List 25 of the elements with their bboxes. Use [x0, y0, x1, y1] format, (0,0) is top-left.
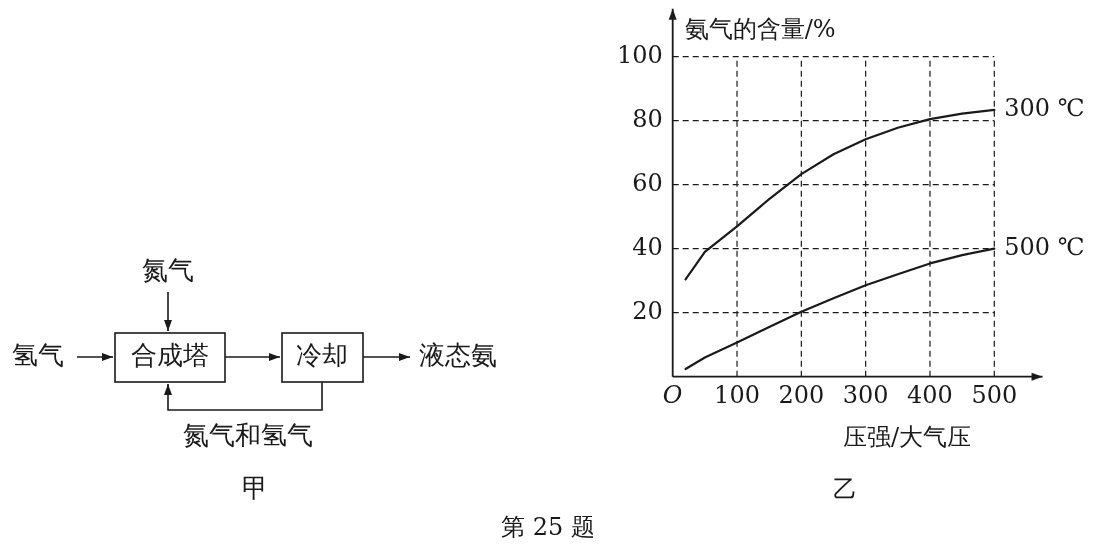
- y-tick-label: 80: [632, 105, 663, 134]
- series-label: 300 ℃: [1004, 94, 1085, 123]
- x-tick-label: 500: [971, 381, 1018, 410]
- x-tick-label: 400: [907, 381, 953, 410]
- x-tick-label: 200: [778, 381, 825, 410]
- text: 氮气: [142, 255, 194, 285]
- y-axis-title: 氨气的含量/%: [684, 14, 836, 43]
- y-tick-label: 40: [632, 233, 663, 262]
- text: 氮气和氢气: [183, 420, 313, 450]
- y-tick-label: 20: [632, 297, 663, 326]
- text: 氢气: [12, 340, 64, 370]
- text: 甲: [242, 473, 268, 503]
- y-tick-label: 60: [632, 169, 663, 198]
- text: 冷却: [296, 340, 348, 370]
- x-tick-label: 100: [714, 381, 760, 410]
- text: 乙: [833, 474, 857, 503]
- line-series: [684, 108, 996, 281]
- x-axis-title: 压强/大气压: [842, 422, 972, 451]
- text: 合成塔: [131, 340, 209, 370]
- series-label: 500 ℃: [1004, 233, 1085, 262]
- y-tick-label: 100: [616, 41, 663, 70]
- x-tick-label: O: [662, 381, 683, 410]
- text: 液态氨: [419, 340, 497, 370]
- x-tick-label: 300: [842, 381, 889, 410]
- text: 第 25 题: [501, 512, 595, 541]
